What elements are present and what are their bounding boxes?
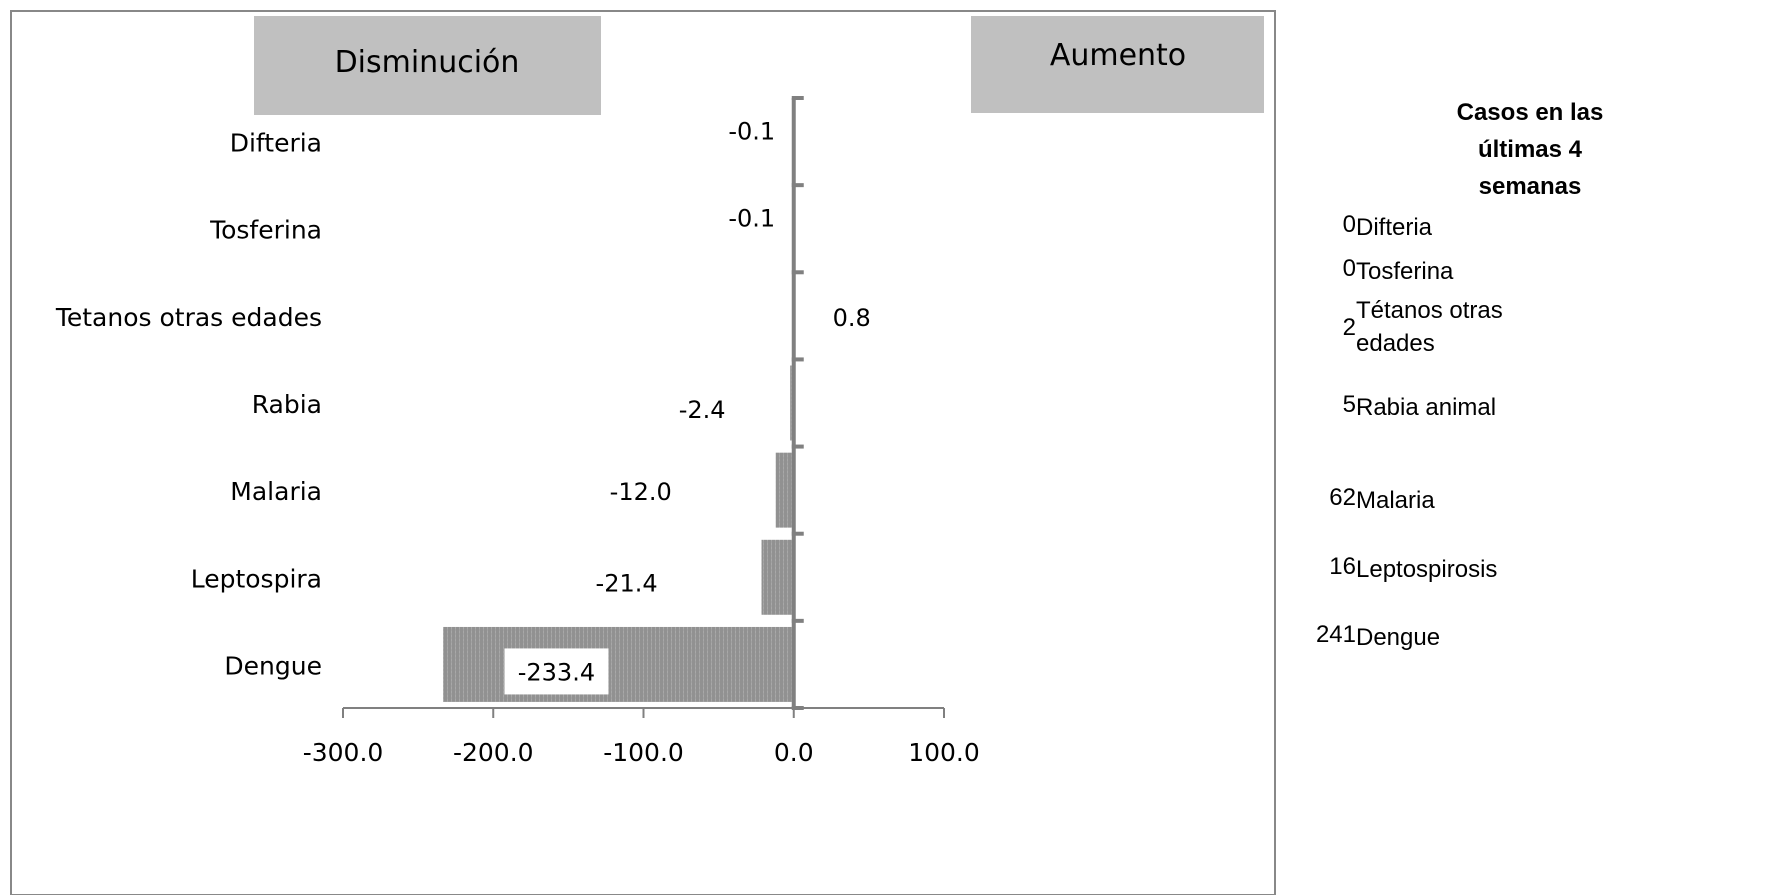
recent-cases-name: Dengue [1356,624,1441,651]
recent-cases-count: 62 [1329,484,1356,511]
category-label: Malaria [230,477,322,506]
decrease-header-box [254,16,601,115]
increase-header-box [971,16,1264,113]
recent-cases-name: Malaria [1356,487,1435,514]
category-label: Tosferina [209,216,322,245]
value-label: -2.4 [679,396,726,424]
recent-cases-name: Leptospirosis [1356,556,1498,583]
x-axis: -300.0 -200.0 -100.0 0.0 100.0 [303,707,980,767]
value-label: -0.1 [728,118,775,146]
category-label: Difteria [230,129,322,158]
bars-layer [443,104,795,702]
category-label: Dengue [224,651,322,680]
recent-cases-count: 2 [1342,314,1356,341]
category-labels-layer: Difteria Tosferina Tetanos otras edades Rab… [55,129,322,681]
x-tick-label: -200.0 [453,738,534,767]
recent-cases-count: 0 [1342,255,1356,282]
recent-cases-name: Difteria [1356,214,1433,241]
value-labels-layer: -0.1 -0.1 0.8 -2.4 -12.0 -21.4 -233.4 [504,118,871,695]
value-label: -233.4 [518,658,595,686]
x-tick-label: 0.0 [774,738,814,767]
value-label: -21.4 [596,569,658,597]
x-tick-label: -300.0 [303,738,384,767]
bar [443,626,794,702]
recent-cases-title: Casos en las últimas 4 semanas [1456,99,1604,200]
value-label-box [504,648,609,695]
recent-cases-name: Tosferina [1356,258,1454,285]
value-label: -12.0 [610,478,672,506]
chart: Disminución Aumento -0.1 -0.1 0.8 -2.4 -12.0… [10,10,1276,895]
category-label: Leptospira [191,564,322,593]
increase-header-label: Aumento [1050,38,1186,73]
chart-frame [10,10,1276,895]
value-label: 0.8 [833,304,871,332]
recent-cases-panel: Casos en las últimas 4 semanas 0 Difteri… [1300,0,1766,895]
recent-cases-name: Tétanos otras edades [1356,297,1503,357]
category-label: Tetanos otras edades [55,303,322,332]
recent-cases-name: Rabia animal [1356,394,1497,421]
category-label: Rabia [252,390,322,419]
decrease-header-label: Disminución [335,45,520,80]
y-axis [791,96,804,710]
bar [761,539,794,615]
bar [775,452,794,528]
recent-cases-count: 5 [1342,391,1356,418]
x-tick-label: 100.0 [908,738,980,767]
recent-cases-count: 0 [1342,211,1356,238]
x-tick-label: -100.0 [603,738,684,767]
value-label: -0.1 [728,205,775,233]
recent-cases-count: 16 [1329,553,1356,580]
recent-cases-count: 241 [1315,621,1356,648]
